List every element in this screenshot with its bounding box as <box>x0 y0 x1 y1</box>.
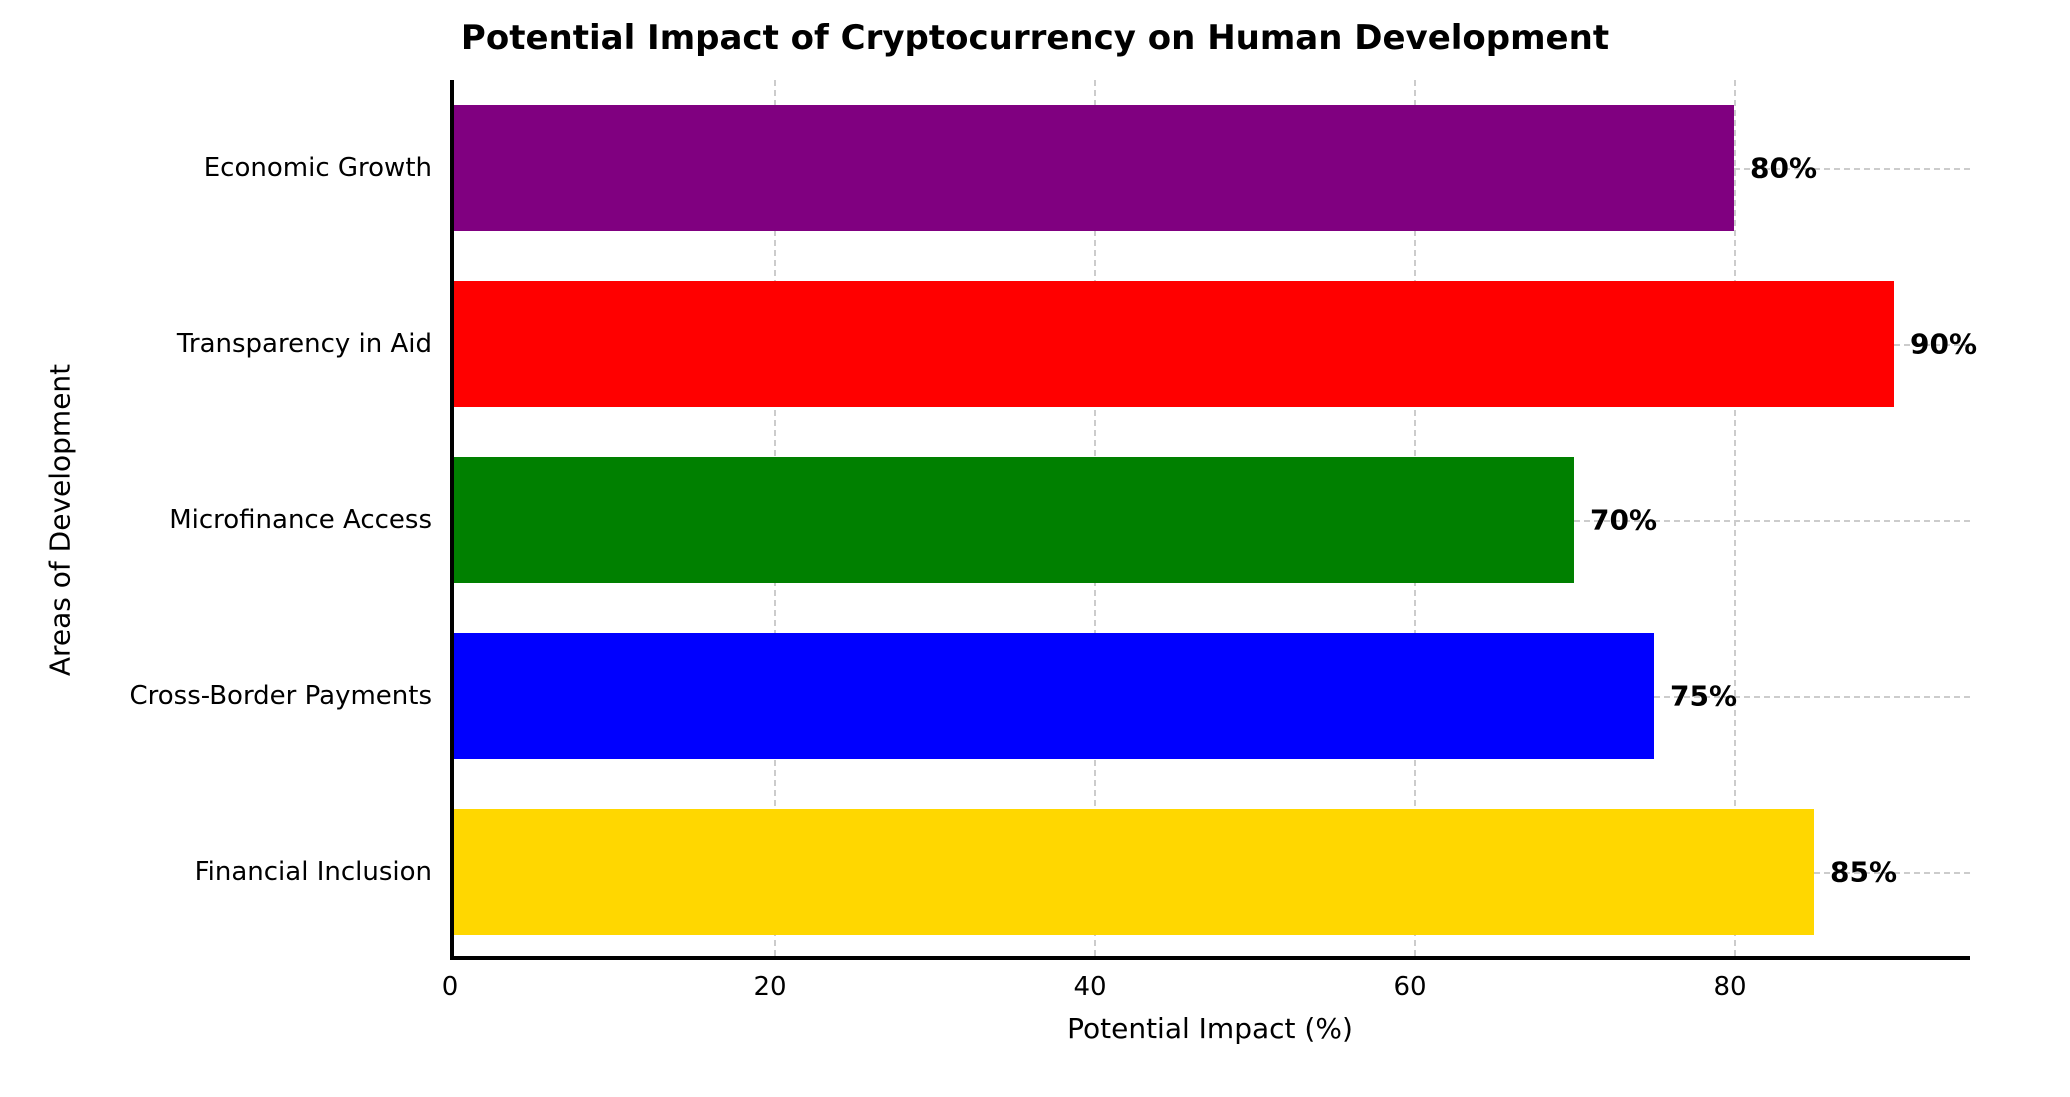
y-tick-label: Financial Inclusion <box>195 857 432 887</box>
bar <box>454 457 1574 584</box>
plot-area <box>450 80 1970 960</box>
y-tick-label: Transparency in Aid <box>177 329 432 359</box>
bar <box>454 633 1654 760</box>
y-axis-label: Areas of Development <box>44 364 77 676</box>
bar-value-label: 75% <box>1670 680 1737 713</box>
chart-title: Potential Impact of Cryptocurrency on Hu… <box>0 18 2070 58</box>
bar-value-label: 70% <box>1590 504 1657 537</box>
bar-value-label: 85% <box>1830 856 1897 889</box>
x-tick-label: 0 <box>442 972 459 1002</box>
y-tick-label: Economic Growth <box>204 153 432 183</box>
x-tick-label: 40 <box>1073 972 1106 1002</box>
x-tick-label: 80 <box>1713 972 1746 1002</box>
y-tick-label: Microfinance Access <box>169 505 432 535</box>
bar <box>454 281 1894 408</box>
y-tick-label: Cross-Border Payments <box>129 681 432 711</box>
bar-value-label: 90% <box>1910 328 1977 361</box>
x-tick-label: 20 <box>753 972 786 1002</box>
chart-container: Potential Impact of Cryptocurrency on Hu… <box>0 0 2070 1097</box>
bar <box>454 105 1734 232</box>
x-tick-label: 60 <box>1393 972 1426 1002</box>
bar <box>454 809 1814 936</box>
bar-value-label: 80% <box>1750 152 1817 185</box>
x-axis-label: Potential Impact (%) <box>450 1012 1970 1045</box>
